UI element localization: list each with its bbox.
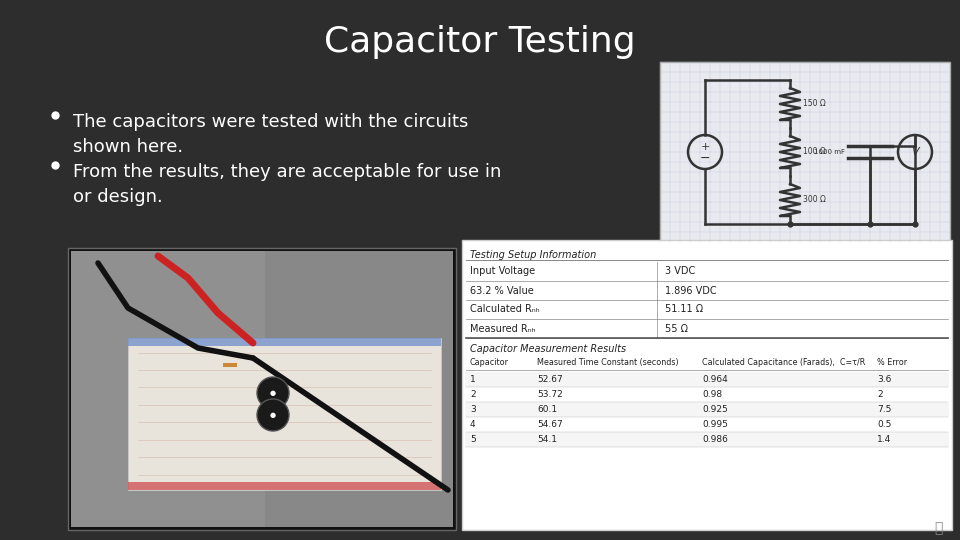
Text: 1000 mF: 1000 mF (814, 149, 845, 155)
Bar (465, 402, 949, 417)
Bar (68, 248, 456, 530)
Text: ●: ● (270, 412, 276, 418)
Text: 150 Ω: 150 Ω (803, 99, 826, 109)
Text: % Error: % Error (877, 358, 907, 367)
Text: 3 VDC: 3 VDC (665, 267, 695, 276)
Text: 0.986: 0.986 (702, 435, 728, 444)
Text: 1: 1 (470, 375, 476, 384)
Text: Testing Setup Information: Testing Setup Information (470, 250, 596, 260)
Bar (223, 363, 231, 367)
Bar (229, 363, 237, 367)
Text: 54.67: 54.67 (537, 420, 563, 429)
Text: ●: ● (270, 390, 276, 396)
Text: Calculated Capacitance (Farads),  C=τ/R: Calculated Capacitance (Farads), C=τ/R (702, 358, 865, 367)
Text: 3.6: 3.6 (877, 375, 892, 384)
Bar (462, 240, 952, 530)
Text: 54.1: 54.1 (537, 435, 557, 444)
Text: Measured Time Constant (seconds): Measured Time Constant (seconds) (537, 358, 679, 367)
Text: Calculated Rₙₕ: Calculated Rₙₕ (470, 305, 540, 314)
Text: 2: 2 (877, 390, 882, 399)
Text: 0.5: 0.5 (877, 420, 892, 429)
Bar (71, 251, 453, 527)
Text: Capacitor: Capacitor (470, 358, 509, 367)
Text: From the results, they are acceptable for use in
or design.: From the results, they are acceptable fo… (73, 163, 501, 206)
Bar (128, 338, 441, 490)
Text: 3: 3 (470, 405, 476, 414)
Text: 60.1: 60.1 (537, 405, 557, 414)
Text: 63.2 % Value: 63.2 % Value (470, 286, 534, 295)
Bar (71, 251, 265, 527)
Text: Capacitor Measurement Results: Capacitor Measurement Results (470, 344, 626, 354)
Text: 0.98: 0.98 (702, 390, 722, 399)
Text: 0.964: 0.964 (702, 375, 728, 384)
Bar (128, 338, 441, 346)
Text: 1.4: 1.4 (877, 435, 891, 444)
Circle shape (257, 377, 289, 409)
Text: +: + (700, 142, 709, 152)
Bar (226, 363, 234, 367)
Text: 2: 2 (470, 390, 475, 399)
Text: 52.67: 52.67 (537, 375, 563, 384)
Text: Measured Rₙₕ: Measured Rₙₕ (470, 323, 536, 334)
Text: Input Voltage: Input Voltage (470, 267, 535, 276)
Text: 7.5: 7.5 (877, 405, 892, 414)
Text: 5: 5 (470, 435, 476, 444)
Bar (465, 372, 949, 387)
Text: 1.896 VDC: 1.896 VDC (665, 286, 716, 295)
Text: 300 Ω: 300 Ω (803, 195, 826, 205)
Bar (660, 62, 950, 242)
Text: V: V (911, 147, 919, 157)
Text: −: − (700, 152, 710, 165)
Text: 👤: 👤 (934, 521, 942, 535)
Text: 53.72: 53.72 (537, 390, 563, 399)
Text: The capacitors were tested with the circuits
shown here.: The capacitors were tested with the circ… (73, 113, 468, 156)
Bar (128, 482, 441, 490)
Text: 51.11 Ω: 51.11 Ω (665, 305, 703, 314)
Text: Capacitor Testing: Capacitor Testing (324, 25, 636, 59)
Circle shape (257, 399, 289, 431)
Text: 0.995: 0.995 (702, 420, 728, 429)
Bar (465, 432, 949, 447)
Text: 4: 4 (470, 420, 475, 429)
Text: 0.925: 0.925 (702, 405, 728, 414)
Text: 55 Ω: 55 Ω (665, 323, 688, 334)
Text: 100 Ω: 100 Ω (803, 147, 826, 157)
